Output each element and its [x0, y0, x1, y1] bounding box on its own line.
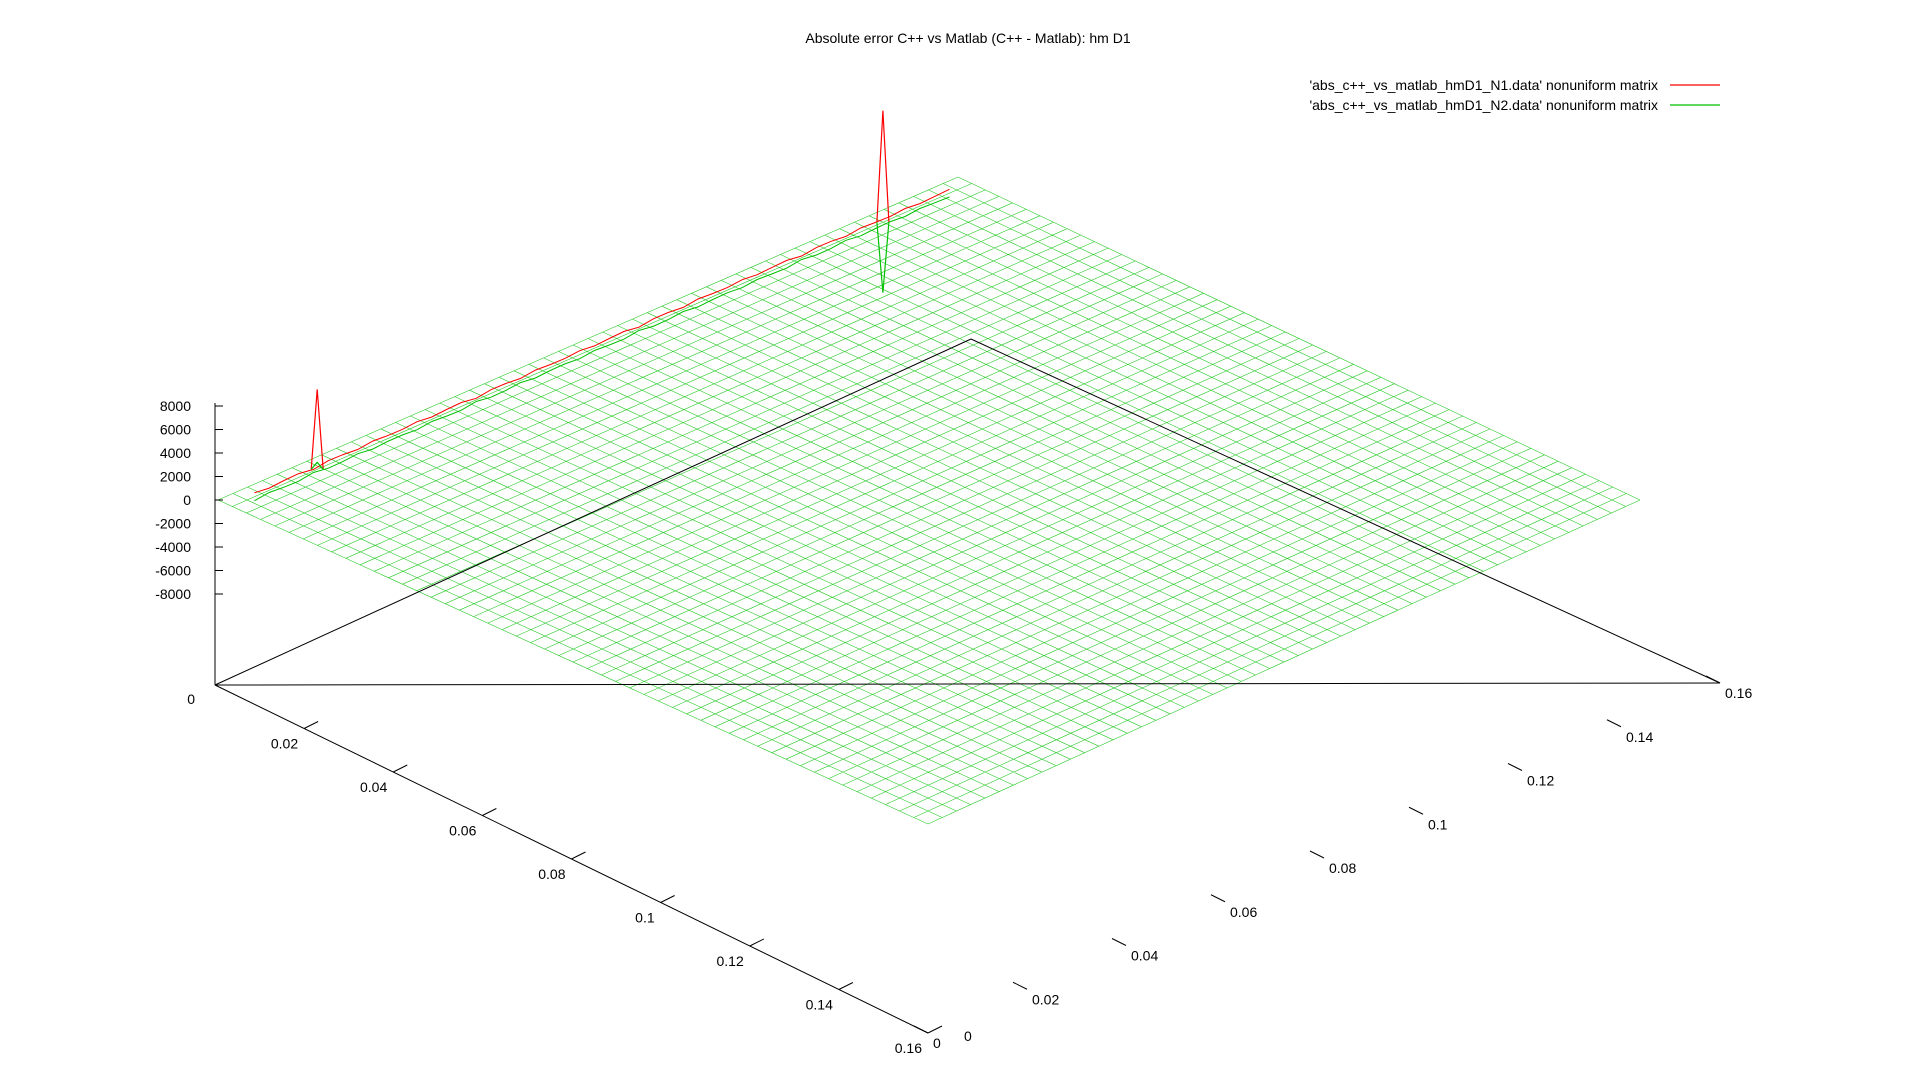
series-2-ridge [254, 196, 950, 502]
z-base-label: 0 [187, 691, 195, 707]
x-tick-mark [1309, 850, 1325, 859]
x-tick-label: 0.12 [1527, 773, 1554, 789]
x-tick-label: 0.02 [1032, 991, 1059, 1007]
x-tick-mark [1705, 675, 1721, 684]
x-tick-mark [1507, 763, 1523, 771]
chart-title: Absolute error C++ vs Matlab (C++ - Matl… [805, 30, 1130, 46]
x-tick-label: 0 [933, 1035, 941, 1051]
surface-grid [217, 176, 1641, 825]
legend-entry-label: 'abs_c++_vs_matlab_hmD1_N1.data' nonunif… [1309, 77, 1658, 93]
x-tick-mark [1408, 806, 1424, 815]
x-tick-mark [1012, 981, 1028, 990]
z-tick-label: -8000 [155, 586, 191, 602]
z-tick-label: 4000 [160, 445, 191, 461]
back-left-edge [214, 338, 972, 686]
z-axis-ticks: 8000 6000 4000 2000 0 -2000 -4000 -6000 -8000 0 [155, 398, 223, 707]
y-tick-mark [482, 808, 497, 816]
y-tick-mark [393, 764, 408, 773]
surface-mesh [217, 110, 1641, 825]
z-tick-label: -6000 [155, 563, 191, 579]
x-tick-label: 0.04 [1131, 948, 1158, 964]
y-tick-mark [660, 895, 675, 903]
back-right-edge [970, 338, 1721, 684]
axes [214, 338, 1721, 1034]
y-tick-mark [749, 938, 764, 947]
y-axis-ticks: 0.02 0.04 0.06 0.08 0.1 0.12 0.14 0.16 0 [271, 721, 972, 1056]
x-tick-label: 0.08 [1329, 860, 1356, 876]
y-tick-label: 0.04 [360, 779, 387, 795]
x-tick-label: 0.16 [1725, 685, 1752, 701]
x-tick-mark [913, 1025, 929, 1034]
x-tick-mark [1210, 894, 1226, 903]
z-tick-label: 2000 [160, 469, 191, 485]
y-tick-label: 0.14 [806, 997, 833, 1013]
x-tick-label: 0.06 [1230, 904, 1257, 920]
legend-entry-label: 'abs_c++_vs_matlab_hmD1_N2.data' nonunif… [1309, 97, 1658, 113]
series-1-ridge [254, 188, 950, 494]
z-tick-label: -2000 [155, 516, 191, 532]
series-2-spike-2 [876, 222, 890, 293]
z-tick-label: -4000 [155, 539, 191, 555]
y-origin-label: 0 [964, 1028, 972, 1044]
y-tick-label: 0.12 [717, 953, 744, 969]
z-tick-label: 8000 [160, 398, 191, 414]
z-tick-label: 0 [183, 492, 191, 508]
x-tick-label: 0.14 [1626, 729, 1653, 745]
y-tick-mark [571, 851, 586, 860]
x-axis-ticks: 0 0.02 0.04 0.06 0.08 0.1 0.12 0.14 0.16 [913, 675, 1752, 1051]
z-tick-label: 6000 [160, 422, 191, 438]
series-2-spike-1 [310, 461, 324, 470]
y-tick-label: 0.08 [538, 866, 565, 882]
y-tick-label: 0.02 [271, 736, 298, 752]
y-tick-label: 0.16 [895, 1040, 922, 1056]
y-tick-label: 0.1 [635, 910, 655, 926]
x-axis-line [214, 682, 1721, 686]
x-tick-mark [1606, 719, 1622, 728]
y-tick-mark [838, 982, 854, 990]
y-tick-label: 0.06 [449, 823, 476, 839]
series-1-spike-1 [310, 389, 324, 470]
y-tick-mark [303, 721, 319, 729]
x-tick-mark [1111, 938, 1127, 946]
series-1-spike-2 [876, 110, 890, 223]
y-tick-mark [927, 1025, 943, 1034]
legend: 'abs_c++_vs_matlab_hmD1_N1.data' nonunif… [1309, 77, 1720, 113]
x-tick-label: 0.1 [1428, 816, 1448, 832]
